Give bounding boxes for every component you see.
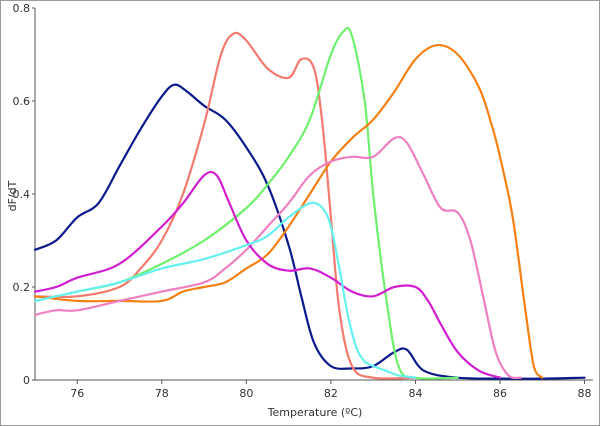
x-tick-label: 82 xyxy=(324,387,338,400)
series-line-5 xyxy=(33,135,523,380)
x-axis-title: Temperature (ºC) xyxy=(267,406,363,419)
y-axis-title: dF/dT xyxy=(6,180,19,211)
x-tick-label: 86 xyxy=(493,387,507,400)
series-layer xyxy=(33,26,586,380)
series-line-1 xyxy=(33,83,586,380)
series-line-7 xyxy=(33,201,417,379)
y-tick-label: 0 xyxy=(23,374,30,387)
axes: 0 0.2 0.4 0.6 0.8 76 78 80 82 84 86 88 xyxy=(13,2,593,400)
y-tick-label: 0.6 xyxy=(13,95,31,108)
x-tick-label: 76 xyxy=(70,387,84,400)
y-tick-label: 0.8 xyxy=(13,2,31,15)
x-tick-label: 84 xyxy=(408,387,422,400)
series-line-2 xyxy=(33,31,417,380)
x-tick-label: 80 xyxy=(239,387,253,400)
y-tick-label: 0.4 xyxy=(13,188,31,201)
series-line-3 xyxy=(33,26,459,380)
y-tick-label: 0.2 xyxy=(13,281,31,294)
series-line-4 xyxy=(33,43,544,379)
series-line-6 xyxy=(33,170,502,379)
x-tick-label: 88 xyxy=(578,387,592,400)
x-tick-label: 78 xyxy=(155,387,169,400)
